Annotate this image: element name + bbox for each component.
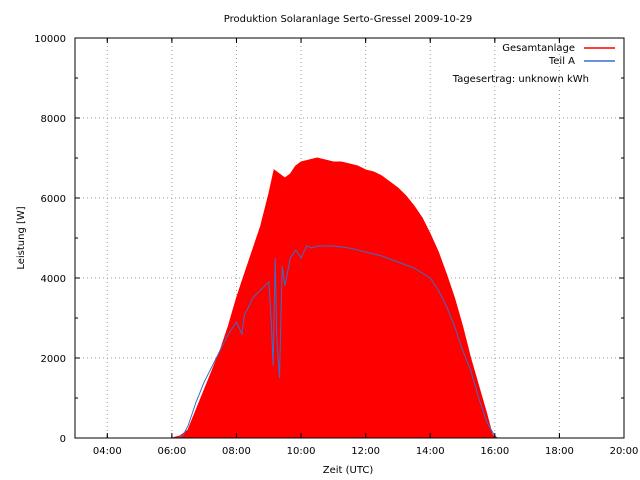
x-tick-label: 12:00 [351,446,380,457]
x-axis-label: Zeit (UTC) [323,465,374,476]
y-tick-label: 6000 [41,194,66,205]
chart-title: Produktion Solaranlage Serto-Gressel 200… [224,14,472,25]
y-tick-label: 8000 [41,114,66,125]
legend: Gesamtanlage Teil A [502,43,615,67]
x-tick-label: 18:00 [545,446,574,457]
daily-yield-annotation: Tagesertrag: unknown kWh [452,74,589,85]
y-tick-label: 4000 [41,274,66,285]
x-tick-label: 04:00 [93,446,122,457]
series-gesamtanlage [171,157,496,439]
y-tick-labels: 0 2000 4000 6000 8000 10000 [34,34,66,445]
legend-label-teil-a: Teil A [548,56,575,67]
x-tick-label: 20:00 [610,446,639,457]
x-tick-label: 08:00 [222,446,251,457]
gesamtanlage-area [171,157,496,439]
x-tick-label: 14:00 [416,446,445,457]
x-tick-label: 10:00 [287,446,316,457]
legend-label-gesamtanlage: Gesamtanlage [502,43,575,54]
teil-a-line [171,245,498,439]
series-teil-a [171,245,498,439]
y-tick-label: 10000 [34,34,66,45]
x-tick-label: 16:00 [480,446,509,457]
plot-frame [74,37,625,439]
y-axis-label: Leistung [W] [16,206,27,269]
x-tick-labels: 04:00 06:00 08:00 10:00 12:00 14:00 16:00 18:00… [93,446,639,457]
x-tick-label: 06:00 [157,446,186,457]
y-tick-label: 0 [60,434,66,445]
y-tick-label: 2000 [41,354,66,365]
